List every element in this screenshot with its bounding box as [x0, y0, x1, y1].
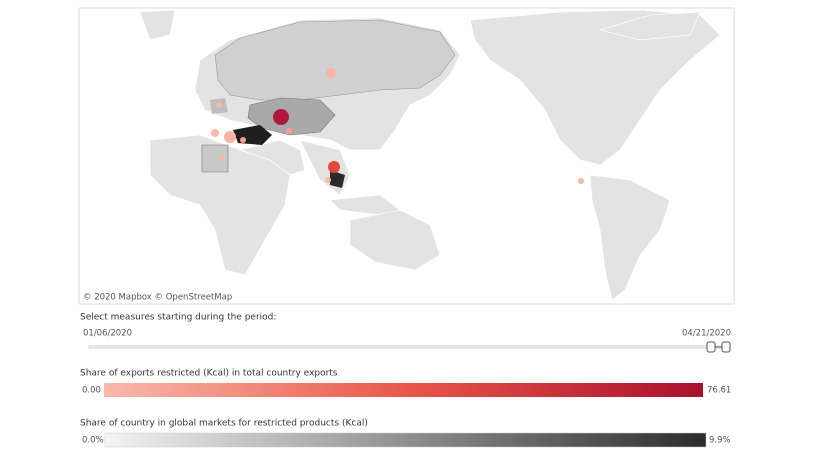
marker[interactable] — [325, 177, 331, 183]
measure-markers — [211, 68, 584, 184]
legend-exports: Share of exports restricted (Kcal) in to… — [80, 369, 731, 397]
marker[interactable] — [286, 128, 292, 134]
slider-track[interactable] — [88, 345, 730, 349]
filter-label: Select measures starting during the peri… — [80, 313, 276, 323]
slider-handle-end[interactable] — [721, 341, 731, 353]
legend-max: 76.61 — [707, 386, 731, 396]
legend-title: Share of exports restricted (Kcal) in to… — [80, 369, 338, 379]
map-attribution: © 2020 Mapbox © OpenStreetMap — [83, 293, 232, 303]
legend-title: Share of country in global markets for r… — [80, 419, 368, 429]
highlighted-countries — [201, 19, 456, 188]
marker[interactable] — [273, 109, 289, 125]
legend-market-share: Share of country in global markets for r… — [80, 419, 731, 448]
marker[interactable] — [240, 137, 246, 143]
legend-min: 0.0% — [82, 436, 104, 446]
date-filter: Select measures starting during the peri… — [80, 313, 731, 353]
legend-max: 9.9% — [709, 436, 731, 446]
marker[interactable] — [326, 68, 336, 78]
marker[interactable] — [224, 131, 236, 143]
marker[interactable] — [578, 178, 584, 184]
filter-end: 04/21/2020 — [682, 329, 731, 339]
slider-handle-start[interactable] — [706, 341, 716, 353]
marker[interactable] — [219, 155, 225, 161]
color-ramp — [104, 383, 703, 397]
filter-start: 01/06/2020 — [83, 329, 132, 339]
marker[interactable] — [211, 129, 219, 137]
gray-ramp — [104, 432, 707, 448]
marker[interactable] — [216, 102, 222, 108]
legend-min: 0.00 — [82, 386, 101, 396]
map[interactable]: © 2020 Mapbox © OpenStreetMap — [78, 7, 735, 305]
marker[interactable] — [328, 161, 340, 173]
